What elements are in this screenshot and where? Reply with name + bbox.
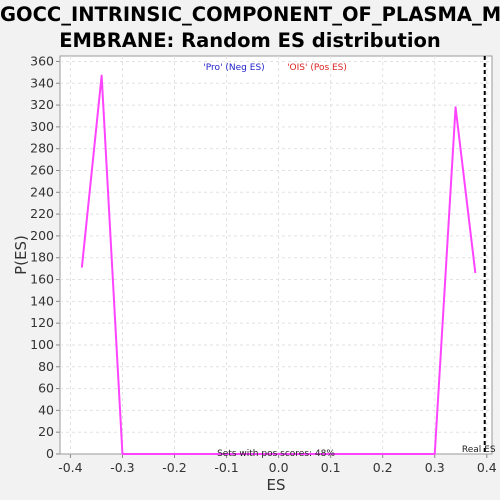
chart-title: GOCC_INTRINSIC_COMPONENT_OF_PLASMA_M EMB… [0, 3, 500, 52]
y-tick-label: 140 [30, 293, 54, 308]
pos-scores-annotation: Sets with pos scores: 48% [217, 449, 335, 459]
x-tick-label: -0.1 [214, 460, 238, 475]
y-tick-label: 360 [30, 53, 54, 68]
y-tick-label: 320 [30, 97, 54, 112]
series-layer [80, 74, 477, 455]
x-tick-label: 0.3 [425, 460, 445, 475]
y-tick-label: 20 [38, 424, 54, 439]
y-tick-label: 160 [30, 272, 54, 287]
y-tick-label: 0 [46, 446, 54, 461]
x-tick-label: -0.4 [58, 460, 82, 475]
y-tick-label: 280 [30, 141, 54, 156]
y-tick-label: 60 [38, 381, 54, 396]
y-tick-label: 120 [30, 315, 54, 330]
x-tick-label: 0.2 [373, 460, 393, 475]
x-tick-label: -0.2 [162, 460, 186, 475]
y-tick-label: 340 [30, 75, 54, 90]
x-tick-label: 0.1 [321, 460, 341, 475]
x-axis-title: ES [267, 476, 286, 494]
y-tick-label: 100 [30, 337, 54, 352]
legend-label-pos: 'OIS' (Pos ES) [287, 63, 347, 73]
y-tick-label: 180 [30, 250, 54, 265]
y-tick-label: 200 [30, 228, 54, 243]
y-axis-title: P(ES) [12, 235, 30, 275]
y-tick-label: 220 [30, 206, 54, 221]
reference-line-group: Real ES [462, 56, 496, 455]
y-tick-label: 260 [30, 162, 54, 177]
y-ticks: 0 20 40 60 80 100 120 140 160 180 200 220 240 260 280 3… [30, 53, 60, 461]
y-tick-label: 300 [30, 119, 54, 134]
y-tick-label: 40 [38, 402, 54, 417]
legend-label-neg: 'Pro' (Neg ES) [203, 63, 264, 73]
y-tick-label: 80 [38, 359, 54, 374]
x-tick-label: -0.3 [110, 460, 134, 475]
y-tick-label: 240 [30, 184, 54, 199]
grid [60, 56, 492, 454]
x-ticks: -0.4 -0.3 -0.2 -0.1 0.0 0.1 0.2 0.3 0.4 [58, 454, 497, 475]
plot-area [59, 55, 493, 455]
series-line [80, 74, 477, 455]
x-tick-label: 0.4 [477, 460, 497, 475]
real-es-label: Real ES [462, 445, 496, 455]
x-tick-label: 0.0 [269, 460, 289, 475]
